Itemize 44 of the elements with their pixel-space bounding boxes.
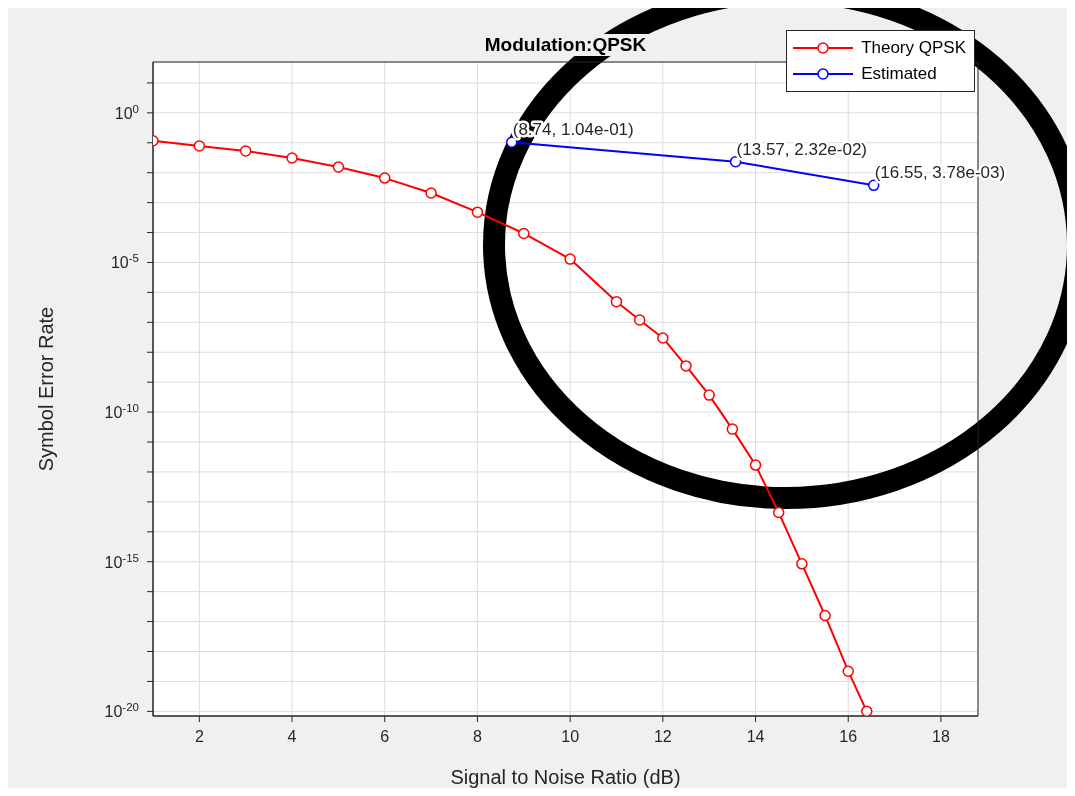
point	[425, 187, 437, 199]
point	[239, 145, 252, 157]
legend-label: Estimated	[861, 64, 937, 84]
point	[657, 332, 669, 344]
x-tick-label: 4	[287, 728, 297, 745]
point	[610, 295, 623, 308]
x-tick-label: 2	[194, 728, 204, 745]
x-tick-label: 16	[839, 728, 858, 745]
y-tick-label: 10$^{0}$	[114, 102, 139, 122]
point	[505, 136, 518, 149]
annotation: (16.55, 3.78e-03)	[874, 163, 1006, 183]
point	[726, 423, 739, 435]
y-tick-label: 10$^{-10}$	[104, 402, 139, 422]
y-tick-label: 10$^{-5}$	[110, 252, 139, 272]
point	[518, 227, 530, 240]
x-tick-label: 10	[561, 728, 580, 745]
point	[861, 705, 873, 716]
chart-title: Modulation:QPSK	[480, 34, 651, 56]
point	[749, 459, 762, 471]
point	[680, 360, 692, 372]
x-tick-label: 12	[653, 728, 672, 745]
x-axis-title: Signal to Noise Ratio (dB)	[450, 766, 681, 788]
point	[193, 140, 206, 152]
x-tick-label: 14	[746, 728, 765, 745]
point	[772, 506, 785, 519]
annotation: (13.57, 2.32e-02)	[736, 139, 868, 159]
point	[564, 253, 576, 265]
point	[819, 609, 831, 622]
point	[842, 665, 854, 677]
x-tick-label: 8	[472, 728, 482, 745]
point	[703, 389, 715, 401]
point	[796, 558, 808, 570]
point	[471, 206, 484, 218]
y-axis-title: Symbol Error Rate	[35, 306, 58, 472]
x-tick-label: 18	[932, 728, 950, 745]
x-tick-label: 6	[380, 728, 390, 745]
point	[378, 172, 391, 184]
point	[633, 314, 646, 326]
point	[867, 179, 880, 192]
legend-label: Theory QPSK	[861, 38, 966, 58]
point	[332, 161, 345, 173]
y-tick-label: 10$^{-20}$	[104, 701, 139, 721]
y-tick-label: 10$^{-15}$	[104, 551, 139, 571]
point	[286, 152, 298, 164]
